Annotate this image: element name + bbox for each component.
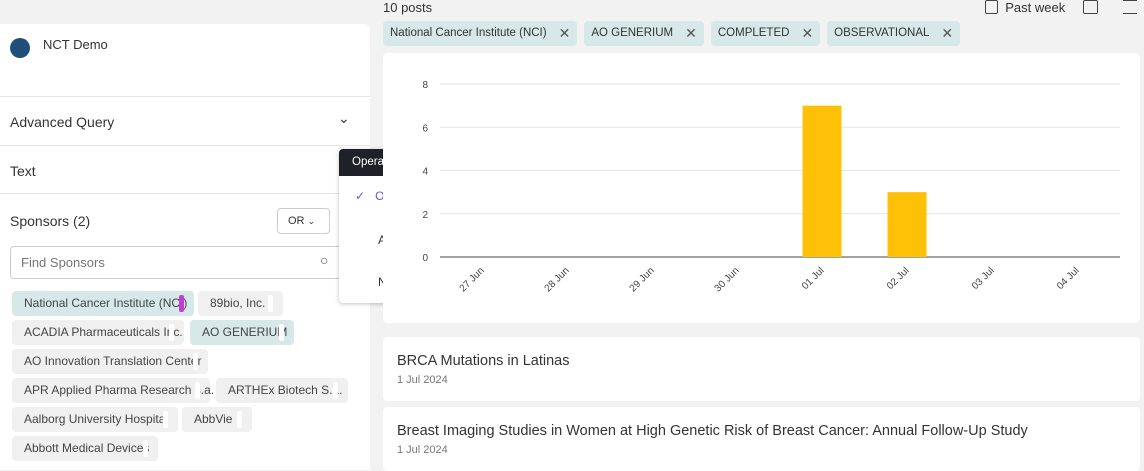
bar[interactable] <box>802 105 842 257</box>
sponsor-chip[interactable]: 89bio, Inc. <box>198 291 283 316</box>
filter-tag: COMPLETED ✕ <box>710 21 821 46</box>
app-logo <box>10 38 30 58</box>
sponsor-chip[interactable]: Aalborg University Hospital <box>12 407 178 432</box>
x-tick-label: 04 Jul <box>1055 265 1082 292</box>
y-tick-label: 2 <box>422 210 428 221</box>
post-card[interactable]: BRCA Mutations in Latinas 1 Jul 2024 <box>383 337 1140 401</box>
x-tick-label: 03 Jul <box>970 265 997 292</box>
x-tick-label: 01 Jul <box>800 265 827 292</box>
sponsor-count-bar <box>195 382 200 399</box>
posts-chart: 0 2 4 6 8 27 Jun 28 Jun 29 Jun 30 Jun 01 Jul 02 Ju… <box>422 80 1120 294</box>
sponsor-count-bar <box>179 295 184 312</box>
advanced-query-toggle[interactable]: Advanced Query ⌄ <box>0 96 370 145</box>
post-card[interactable]: Breast Imaging Studies in Women at High … <box>383 407 1140 471</box>
y-tick-label: 0 <box>422 253 428 264</box>
post-count: 10 posts <box>383 0 433 15</box>
chart-card: 0 2 4 6 8 27 Jun 28 Jun 29 Jun 30 Jun 01 Jul 02 Ju… <box>383 53 1140 323</box>
sponsor-count-bar <box>193 353 198 370</box>
list-view-icon[interactable] <box>1123 0 1137 14</box>
sponsor-search-input[interactable] <box>10 246 355 279</box>
check-icon: ✓ <box>355 189 366 203</box>
sponsor-count-bar <box>333 382 338 399</box>
sponsor-chip[interactable]: AbbVie <box>182 407 252 432</box>
sponsors-section: Sponsors (2) OR ⌄ ○ <box>0 193 370 470</box>
chevron-down-icon: ⌄ <box>338 110 350 126</box>
filter-tags: National Cancer Institute (NCI) ✕ AO GENER… <box>383 21 961 46</box>
sponsor-chip[interactable]: AO Innovation Translation Center <box>12 349 208 374</box>
post-date: 1 Jul 2024 <box>397 374 448 386</box>
calendar-icon <box>985 0 998 14</box>
app-name: NCT Demo <box>43 37 108 52</box>
close-icon[interactable]: ✕ <box>685 25 697 41</box>
sponsor-chip[interactable]: APR Applied Pharma Research s.a. <box>12 378 214 403</box>
close-icon[interactable]: ✕ <box>558 25 571 41</box>
sponsor-count-bar <box>169 324 174 341</box>
sponsor-chip[interactable]: ACADIA Pharmaceuticals Inc. <box>12 320 184 345</box>
x-tick-label: 29 Jun <box>628 265 657 294</box>
sponsor-count-bar <box>163 411 168 428</box>
filter-tag: AO GENERIUM ✕ <box>584 21 704 46</box>
sidebar: NCT Demo Advanced Query ⌄ Text Sponsors (… <box>0 24 370 470</box>
chevron-down-icon: ⌄ <box>307 216 316 226</box>
x-tick-label: 30 Jun <box>713 265 742 294</box>
filter-tag: National Cancer Institute (NCI) ✕ <box>383 21 578 46</box>
x-tick-label: 02 Jul <box>885 265 912 292</box>
sponsor-count-bar <box>237 411 242 428</box>
close-icon[interactable]: ✕ <box>801 25 814 41</box>
y-tick-label: 8 <box>422 80 428 91</box>
x-tick-label: 28 Jun <box>543 265 572 294</box>
post-title[interactable]: BRCA Mutations in Latinas <box>397 353 570 369</box>
sponsor-chip[interactable]: ARTHEx Biotech S.L. <box>216 378 348 403</box>
bar[interactable] <box>887 192 927 257</box>
x-tick-label: 27 Jun <box>458 265 487 294</box>
close-icon[interactable]: ✕ <box>941 25 954 41</box>
y-tick-label: 6 <box>422 123 428 134</box>
sponsor-chip[interactable]: National Cancer Institute (NCI) <box>12 291 194 316</box>
sponsor-count-bar <box>268 295 273 312</box>
operator-select[interactable]: OR ⌄ <box>277 208 330 234</box>
chart-view-icon[interactable] <box>1083 0 1098 14</box>
date-range-button[interactable]: Past week <box>985 0 1065 15</box>
post-title[interactable]: Breast Imaging Studies in Women at High … <box>397 423 1028 439</box>
y-tick-label: 4 <box>422 167 428 178</box>
sponsor-chip[interactable]: Abbott Medical Devices <box>12 436 158 461</box>
sponsor-count-bar <box>279 324 284 341</box>
sponsor-chip[interactable]: AO GENERIUM <box>190 320 294 345</box>
text-section[interactable]: Text <box>0 145 370 193</box>
post-date: 1 Jul 2024 <box>397 444 448 456</box>
filter-tag: OBSERVATIONAL ✕ <box>827 21 961 46</box>
search-icon[interactable]: ○ <box>320 252 329 268</box>
sponsor-count-bar <box>143 440 148 457</box>
